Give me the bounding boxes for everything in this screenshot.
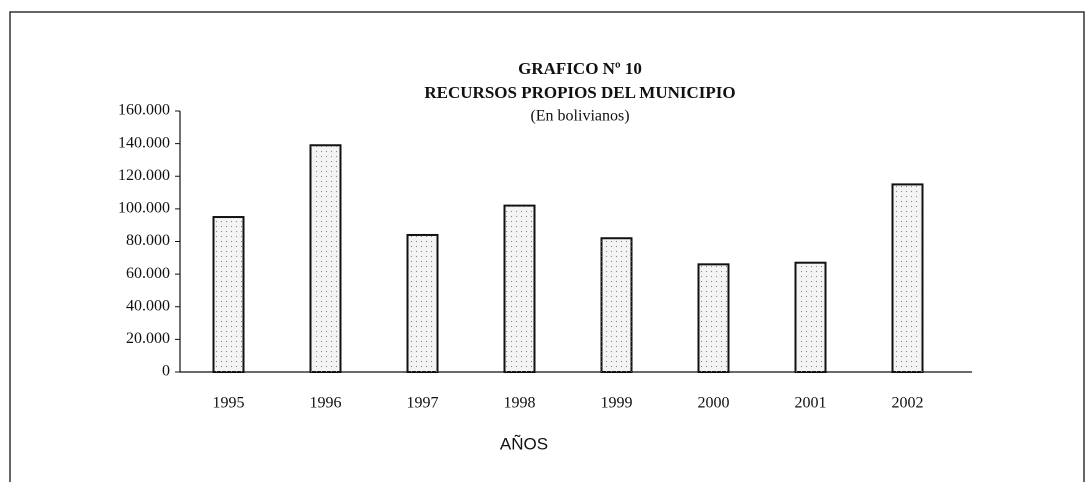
unit-label: (En bolivianos) [530,108,629,125]
bar-texture [601,238,632,372]
y-tick-label: 40.000 [126,297,170,314]
x-tick-label: 1996 [310,395,342,412]
bar-texture [892,184,923,372]
x-axis-label: AÑOS [500,434,548,453]
y-tick-label: 80.000 [126,232,170,249]
x-tick-label: 1995 [213,395,245,412]
x-tick-label: 2002 [892,395,924,412]
y-tick-label: 20.000 [126,330,170,347]
x-tick-label: 1999 [601,395,633,412]
bar-texture [504,205,535,372]
x-tick-label: 1997 [407,395,439,412]
x-tick-label: 1998 [504,395,536,412]
frame [9,11,1085,482]
y-tick-label: 100.000 [118,200,170,217]
y-tick-label: 60.000 [126,265,170,282]
chart-subtitle: RECURSOS PROPIOS DEL MUNICIPIO [424,83,735,102]
chart-title: GRAFICO Nº 10 [518,59,642,78]
y-tick-label: 160.000 [118,102,170,119]
bar-texture [795,262,826,372]
bar-texture [310,145,341,372]
bar-texture [213,217,244,372]
y-tick-label: 120.000 [118,167,170,184]
y-tick-label: 0 [162,363,170,380]
y-tick-label: 140.000 [118,134,170,151]
bar-texture [407,234,438,372]
x-tick-label: 2001 [795,395,827,412]
x-tick-label: 2000 [698,395,730,412]
bar-texture [698,264,729,372]
